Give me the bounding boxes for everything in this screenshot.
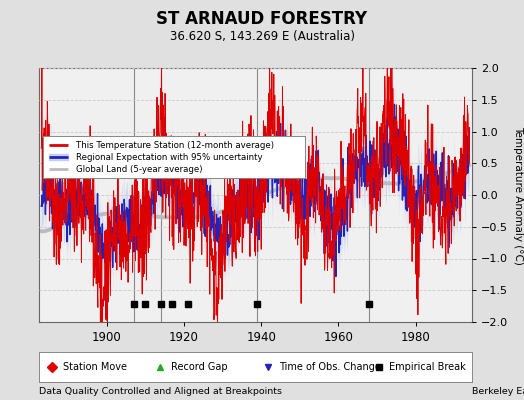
Text: Station Move: Station Move bbox=[63, 362, 127, 372]
Text: 36.620 S, 143.269 E (Australia): 36.620 S, 143.269 E (Australia) bbox=[169, 30, 355, 43]
Text: ST ARNAUD FORESTRY: ST ARNAUD FORESTRY bbox=[157, 10, 367, 28]
Text: Empirical Break: Empirical Break bbox=[389, 362, 466, 372]
Text: Data Quality Controlled and Aligned at Breakpoints: Data Quality Controlled and Aligned at B… bbox=[39, 387, 282, 396]
Text: Record Gap: Record Gap bbox=[171, 362, 228, 372]
Text: Berkeley Earth: Berkeley Earth bbox=[472, 387, 524, 396]
Text: Regional Expectation with 95% uncertainty: Regional Expectation with 95% uncertaint… bbox=[76, 153, 263, 162]
Text: This Temperature Station (12-month average): This Temperature Station (12-month avera… bbox=[76, 141, 274, 150]
Text: Global Land (5-year average): Global Land (5-year average) bbox=[76, 165, 203, 174]
Y-axis label: Temperature Anomaly (°C): Temperature Anomaly (°C) bbox=[514, 126, 523, 264]
Text: Time of Obs. Change: Time of Obs. Change bbox=[279, 362, 381, 372]
